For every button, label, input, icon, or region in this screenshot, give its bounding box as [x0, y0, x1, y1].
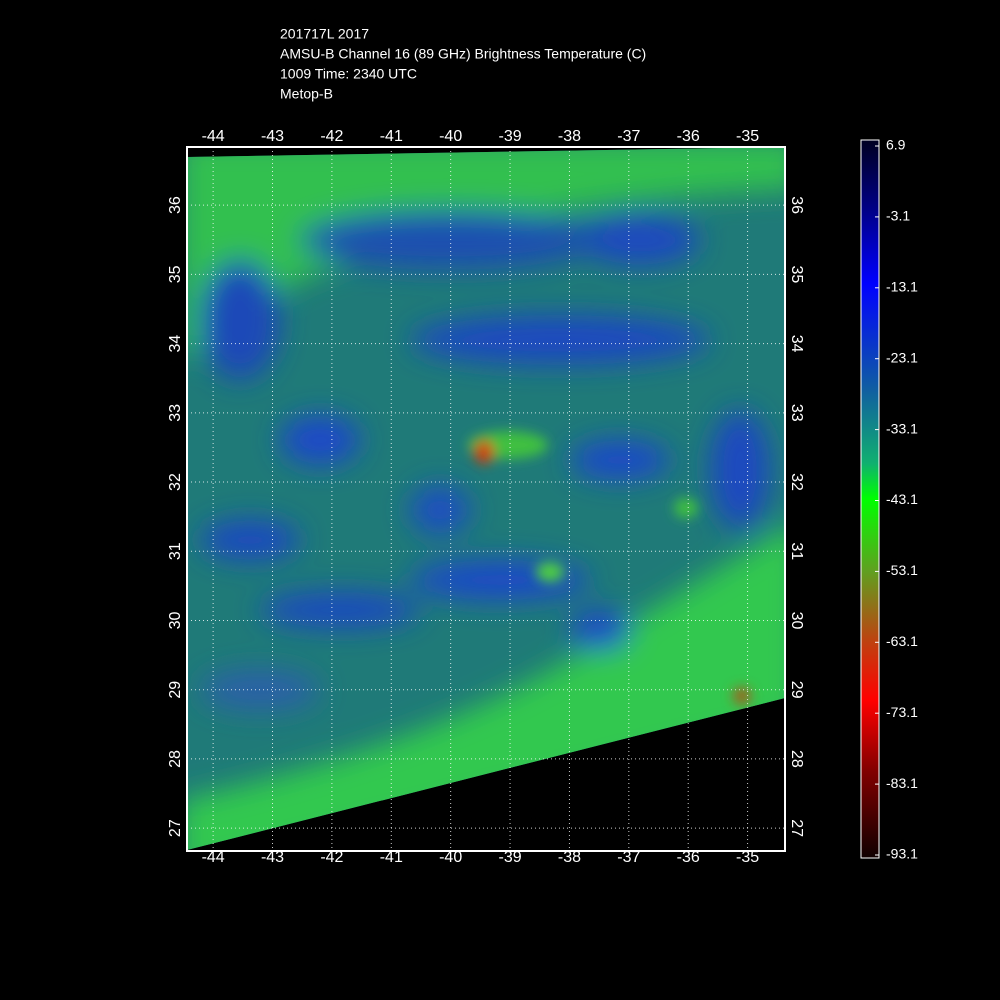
x-tick-label: -35 — [736, 849, 759, 866]
x-tick-label: -42 — [320, 849, 343, 866]
colorbar-label: -33.1 — [886, 420, 918, 436]
colorbar-label: -63.1 — [886, 633, 918, 649]
header-line: Metop-B — [280, 86, 333, 102]
y-tick-label: 35 — [788, 265, 805, 283]
x-tick-label: -38 — [558, 849, 581, 866]
header-line: 201717L 2017 — [280, 26, 369, 42]
y-tick-label: 36 — [788, 196, 805, 214]
x-tick-label: -39 — [498, 849, 521, 866]
y-tick-label: 30 — [167, 611, 184, 629]
colorbar-label: -3.1 — [886, 208, 910, 224]
map-frame — [186, 146, 786, 852]
y-tick-label: 28 — [788, 750, 805, 768]
y-tick-label: 36 — [167, 196, 184, 214]
y-tick-label: 27 — [788, 819, 805, 837]
colorbar-label: -73.1 — [886, 704, 918, 720]
x-tick-label: -35 — [736, 128, 759, 145]
y-tick-label: 27 — [167, 819, 184, 837]
y-tick-label: 32 — [788, 473, 805, 491]
colorbar-label: -23.1 — [886, 349, 918, 365]
y-tick-label: 31 — [788, 542, 805, 560]
x-tick-label: -40 — [439, 128, 462, 145]
x-tick-label: -37 — [617, 849, 640, 866]
x-tick-label: -40 — [439, 849, 462, 866]
x-tick-label: -41 — [380, 128, 403, 145]
x-tick-label: -39 — [498, 128, 521, 145]
y-tick-label: 29 — [167, 681, 184, 699]
y-tick-label: 29 — [788, 681, 805, 699]
colorbar-label: -43.1 — [886, 491, 918, 507]
x-tick-label: -36 — [677, 849, 700, 866]
y-tick-label: 34 — [167, 335, 184, 353]
header-line: 1009 Time: 2340 UTC — [280, 66, 417, 82]
y-tick-label: 35 — [167, 265, 184, 283]
colorbar-label: 6.9 — [886, 137, 906, 153]
y-tick-label: 30 — [788, 612, 805, 630]
colorbar — [860, 139, 880, 859]
colorbar-label: -83.1 — [886, 775, 918, 791]
satellite-image — [187, 147, 785, 850]
x-tick-label: -43 — [261, 849, 284, 866]
x-tick-label: -44 — [202, 849, 225, 866]
x-tick-label: -38 — [558, 128, 581, 145]
header: 201717L 2017 AMSU-B Channel 16 (89 GHz) … — [280, 26, 646, 102]
colorbar-label: -13.1 — [886, 279, 918, 295]
y-tick-label: 28 — [167, 750, 184, 768]
x-tick-label: -37 — [617, 128, 640, 145]
x-tick-label: -36 — [677, 128, 700, 145]
y-tick-label: 32 — [167, 473, 184, 491]
colorbar-label: -53.1 — [886, 562, 918, 578]
x-tick-label: -43 — [261, 128, 284, 145]
y-tick-label: 33 — [788, 404, 805, 422]
x-tick-label: -42 — [320, 128, 343, 145]
y-tick-label: 34 — [788, 335, 805, 353]
y-tick-label: 31 — [167, 542, 184, 560]
header-line: AMSU-B Channel 16 (89 GHz) Brightness Te… — [280, 46, 646, 62]
y-tick-label: 33 — [167, 404, 184, 422]
x-tick-label: -44 — [202, 128, 225, 145]
colorbar-label: -93.1 — [886, 846, 918, 862]
x-tick-label: -41 — [380, 849, 403, 866]
